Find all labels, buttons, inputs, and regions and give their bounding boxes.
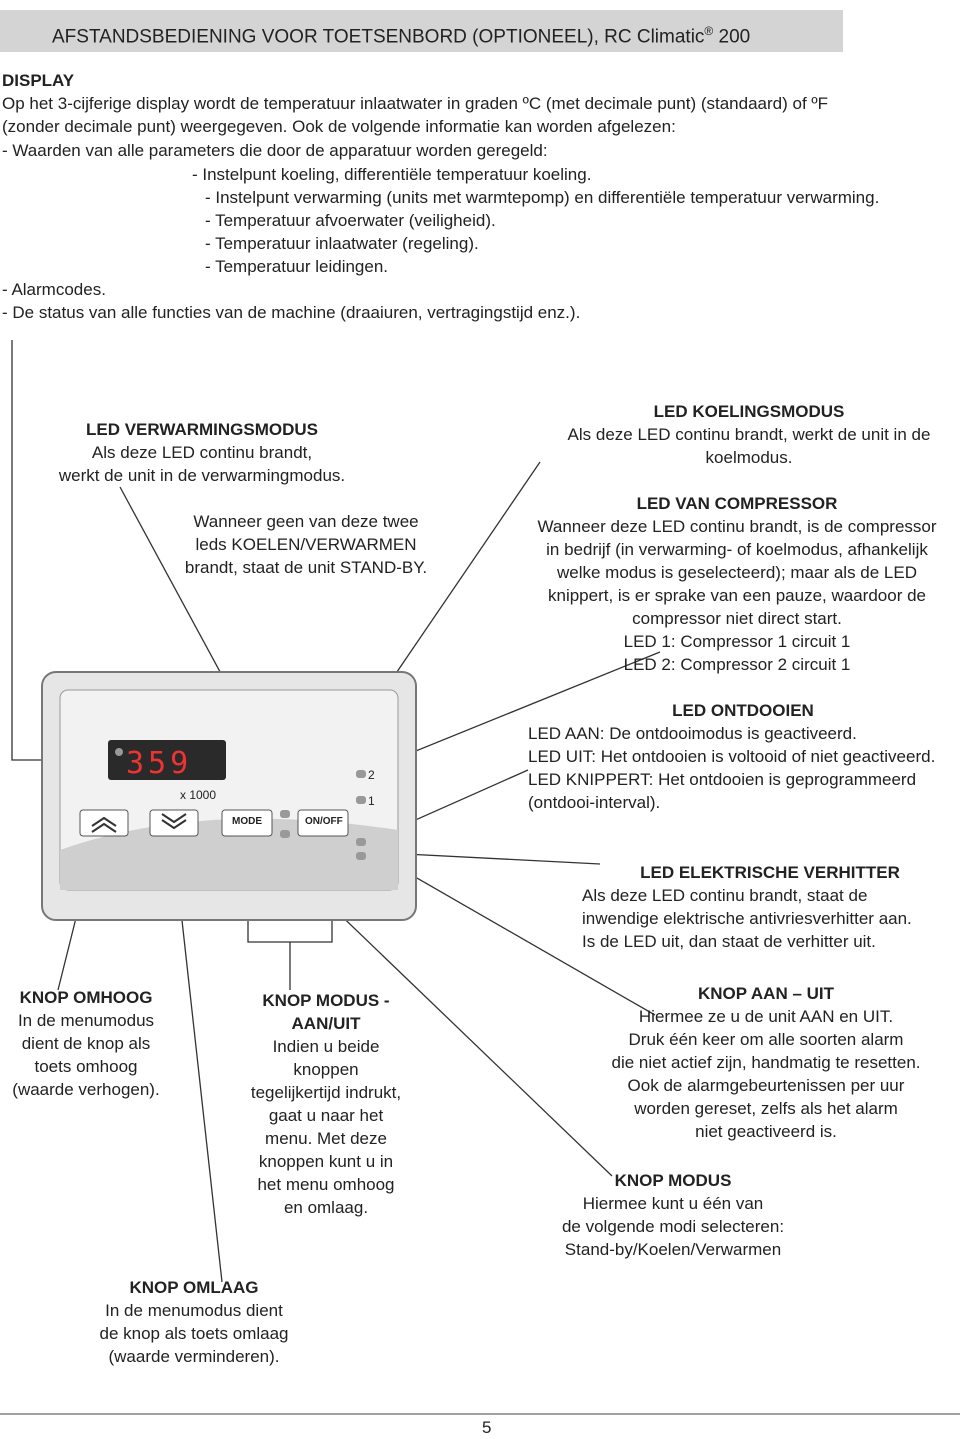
callout-line: koelmodus. [705, 448, 793, 467]
text-line: - Instelpunt verwarming (units met warmt… [205, 188, 880, 207]
callout-line: Druk één keer om alle soorten alarm [628, 1030, 904, 1049]
callout-line: (ontdooi-interval). [528, 793, 661, 812]
page-number: 5 [482, 1418, 492, 1437]
heading: DISPLAY [2, 71, 75, 90]
callout-line: in bedrijf (in verwarming- of koelmodus,… [546, 540, 928, 559]
callout-line: knoppen kunt u in [258, 1152, 394, 1171]
text-line: Op het 3-cijferige display wordt de temp… [2, 94, 828, 113]
callout-heading: LED ONTDOOIEN [672, 701, 814, 720]
text-line: - Alarmcodes. [2, 280, 106, 299]
callout-line: Als deze LED continu brandt, [91, 443, 313, 462]
callout-heading: KNOP MODUS [614, 1171, 732, 1190]
callout-line: In de menumodus dient [105, 1301, 283, 1320]
callout-line: toets omhoog [34, 1057, 138, 1076]
callout-line: brandt, staat de unit STAND-BY. [184, 558, 428, 577]
callout-line: Is de LED uit, dan staat de verhitter ui… [582, 932, 876, 951]
callout: LED KOELINGSMODUS Als deze LED continu br… [539, 400, 959, 469]
callout-heading: LED ELEKTRISCHE VERHITTER [640, 863, 900, 882]
callout: LED VERWARMINGSMODUS Als deze LED continu… [12, 418, 392, 487]
header-bar [0, 10, 843, 52]
callout-line: In de menumodus [17, 1011, 155, 1030]
callout-line: knippert, is er sprake van een pauze, wa… [547, 586, 926, 605]
callout-line: niet geactiveerd is. [695, 1122, 837, 1141]
text-line: (zonder decimale punt) weergegeven. Ook … [2, 117, 676, 136]
callout-line: leds KOELEN/VERWARMEN [195, 535, 417, 554]
panel-label: x 1000 [180, 788, 217, 802]
callout-line: tegelijkertijd indrukt, [250, 1083, 402, 1102]
callout-heading: KNOP MODUS - AAN/UIT [262, 991, 390, 1033]
header-title: AFSTANDSBEDIENING VOOR TOETSENBORD (OPTI… [52, 24, 751, 48]
callout: LED ELEKTRISCHE VERHITTER Als deze LED co… [580, 861, 960, 953]
callout-line: de knop als toets omlaag [99, 1324, 289, 1343]
callout-line: Wanneer geen van deze twee [193, 512, 419, 531]
callout-line: menu. Met deze [265, 1129, 387, 1148]
callout-line: LED AAN: De ontdooimodus is geactiveerd. [528, 724, 857, 743]
callout-line: compressor niet direct start. [632, 609, 842, 628]
panel-label: 1 [368, 794, 375, 808]
callout-line: LED 1: Compressor 1 circuit 1 [623, 632, 851, 651]
callout: KNOP MODUS Hiermee kunt u één van de volge… [523, 1169, 823, 1261]
callout-line: (waarde verhogen). [12, 1080, 160, 1099]
callout-line: werkt de unit in de verwarmingmodus. [58, 466, 346, 485]
panel-label: 2 [368, 768, 375, 782]
callout: Wanneer geen van deze twee leds KOELEN/VE… [146, 510, 466, 579]
text-line: - Waarden van alle parameters die door d… [2, 141, 548, 160]
callout-line: Wanneer deze LED continu brandt, is de c… [537, 517, 937, 536]
callout: KNOP OMHOOG In de menumodus dient de knop … [0, 986, 172, 1101]
callout-line: Ook de alarmgebeurtenissen per uur [627, 1076, 905, 1095]
callout-line: LED KNIPPERT: Het ontdooien is geprogram… [528, 770, 917, 789]
button-label[interactable]: ON/OFF [305, 816, 343, 827]
callout-heading: KNOP OMHOOG [19, 988, 153, 1007]
callout-heading: LED VERWARMINGSMODUS [85, 420, 319, 439]
callout-line: Stand-by/Koelen/Verwarmen [564, 1240, 782, 1259]
callout-line: Als deze LED continu brandt, staat de [582, 886, 868, 905]
callout-line: inwendige elektrische antivriesverhitter… [582, 909, 912, 928]
callout-line: knoppen [293, 1060, 359, 1079]
button-label[interactable]: MODE [232, 816, 262, 827]
callout-heading: KNOP AAN – UIT [697, 984, 835, 1003]
callout-line: het menu omhoog [257, 1175, 395, 1194]
text-line: - De status van alle functies van de mac… [2, 303, 581, 322]
callout-line: Hiermee kunt u één van [582, 1194, 764, 1213]
callout: KNOP OMLAAG In de menumodus dient de knop … [64, 1276, 324, 1368]
callout-line: (waarde verminderen). [108, 1347, 280, 1366]
callout-line: dient de knop als [21, 1034, 151, 1053]
text-line: - Instelpunt koeling, differentiële temp… [192, 165, 592, 184]
callout-line: de volgende modi selecteren: [561, 1217, 785, 1236]
display-digits: 359 [126, 746, 193, 781]
callout-line: gaat u naar het [268, 1106, 384, 1125]
callout-line: worden gereset, zelfs als het alarm [634, 1099, 898, 1118]
callout-line: Indien u beide [272, 1037, 380, 1056]
callout-heading: LED KOELINGSMODUS [653, 402, 845, 421]
text-line: - Temperatuur inlaatwater (regeling). [205, 234, 479, 253]
callout: KNOP AAN – UIT Hiermee ze u de unit AAN e… [571, 982, 960, 1143]
callout-line: en omlaag. [283, 1198, 369, 1217]
text-line: - Temperatuur leidingen. [205, 257, 389, 276]
callout-heading: LED VAN COMPRESSOR [636, 494, 838, 513]
callout-line: die niet actief zijn, handmatig te reset… [611, 1053, 921, 1072]
callout-line: LED 2: Compressor 2 circuit 1 [623, 655, 851, 674]
callout: LED ONTDOOIEN LED AAN: De ontdooimodus is… [528, 699, 958, 814]
callout-line: welke modus is geselecteerd); maar als d… [557, 563, 917, 582]
callout-line: LED UIT: Het ontdooien is voltooid of ni… [528, 747, 936, 766]
callout-heading: KNOP OMLAAG [129, 1278, 259, 1297]
callout: KNOP MODUS - AAN/UIT Indien u beide knoppe… [241, 989, 411, 1219]
text-line: - Temperatuur afvoerwater (veiligheid). [205, 211, 496, 230]
callout-line: Hiermee ze u de unit AAN en UIT. [638, 1007, 894, 1026]
callout-line: Als deze LED continu brandt, werkt de un… [567, 425, 931, 444]
callout: LED VAN COMPRESSOR Wanneer deze LED conti… [507, 492, 960, 676]
